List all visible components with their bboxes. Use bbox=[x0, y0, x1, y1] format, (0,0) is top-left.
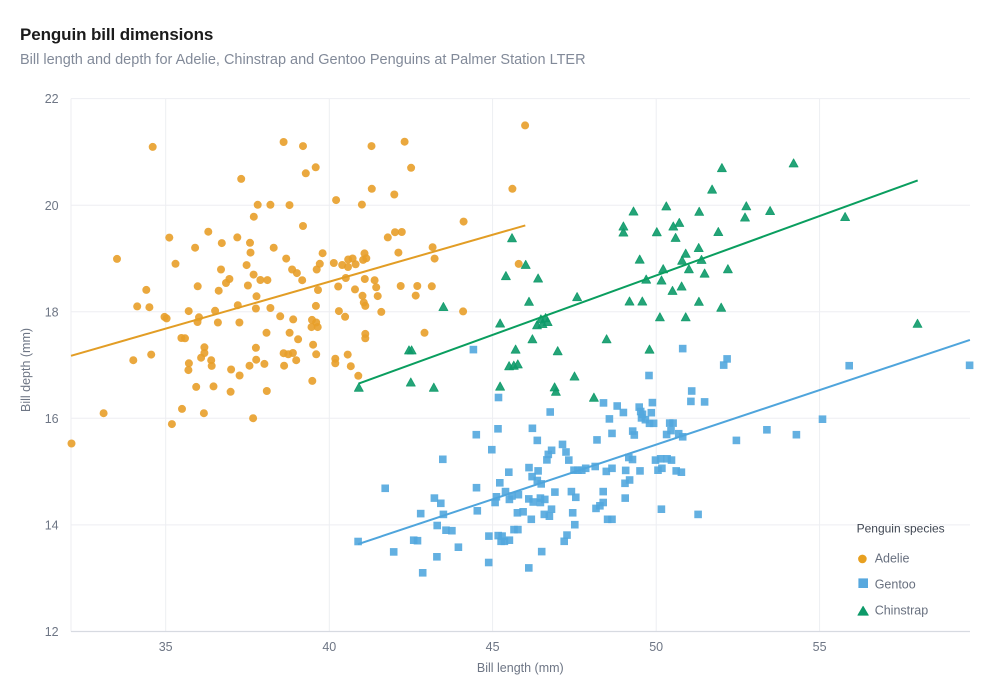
svg-text:50: 50 bbox=[649, 640, 663, 654]
svg-text:Gentoo: Gentoo bbox=[875, 578, 916, 592]
svg-text:Bill length (mm): Bill length (mm) bbox=[477, 661, 564, 675]
svg-text:Bill depth (mm): Bill depth (mm) bbox=[19, 328, 33, 412]
svg-text:16: 16 bbox=[45, 412, 59, 426]
svg-text:35: 35 bbox=[159, 640, 173, 654]
svg-text:Chinstrap: Chinstrap bbox=[875, 603, 929, 617]
svg-text:20: 20 bbox=[45, 199, 59, 213]
svg-text:40: 40 bbox=[322, 640, 336, 654]
svg-text:14: 14 bbox=[45, 519, 59, 533]
svg-text:22: 22 bbox=[45, 92, 59, 106]
svg-text:Penguin species: Penguin species bbox=[857, 521, 945, 535]
svg-text:12: 12 bbox=[45, 625, 59, 639]
svg-text:18: 18 bbox=[45, 305, 59, 319]
svg-text:45: 45 bbox=[486, 640, 500, 654]
svg-text:55: 55 bbox=[813, 640, 827, 654]
svg-text:Adelie: Adelie bbox=[875, 552, 910, 566]
